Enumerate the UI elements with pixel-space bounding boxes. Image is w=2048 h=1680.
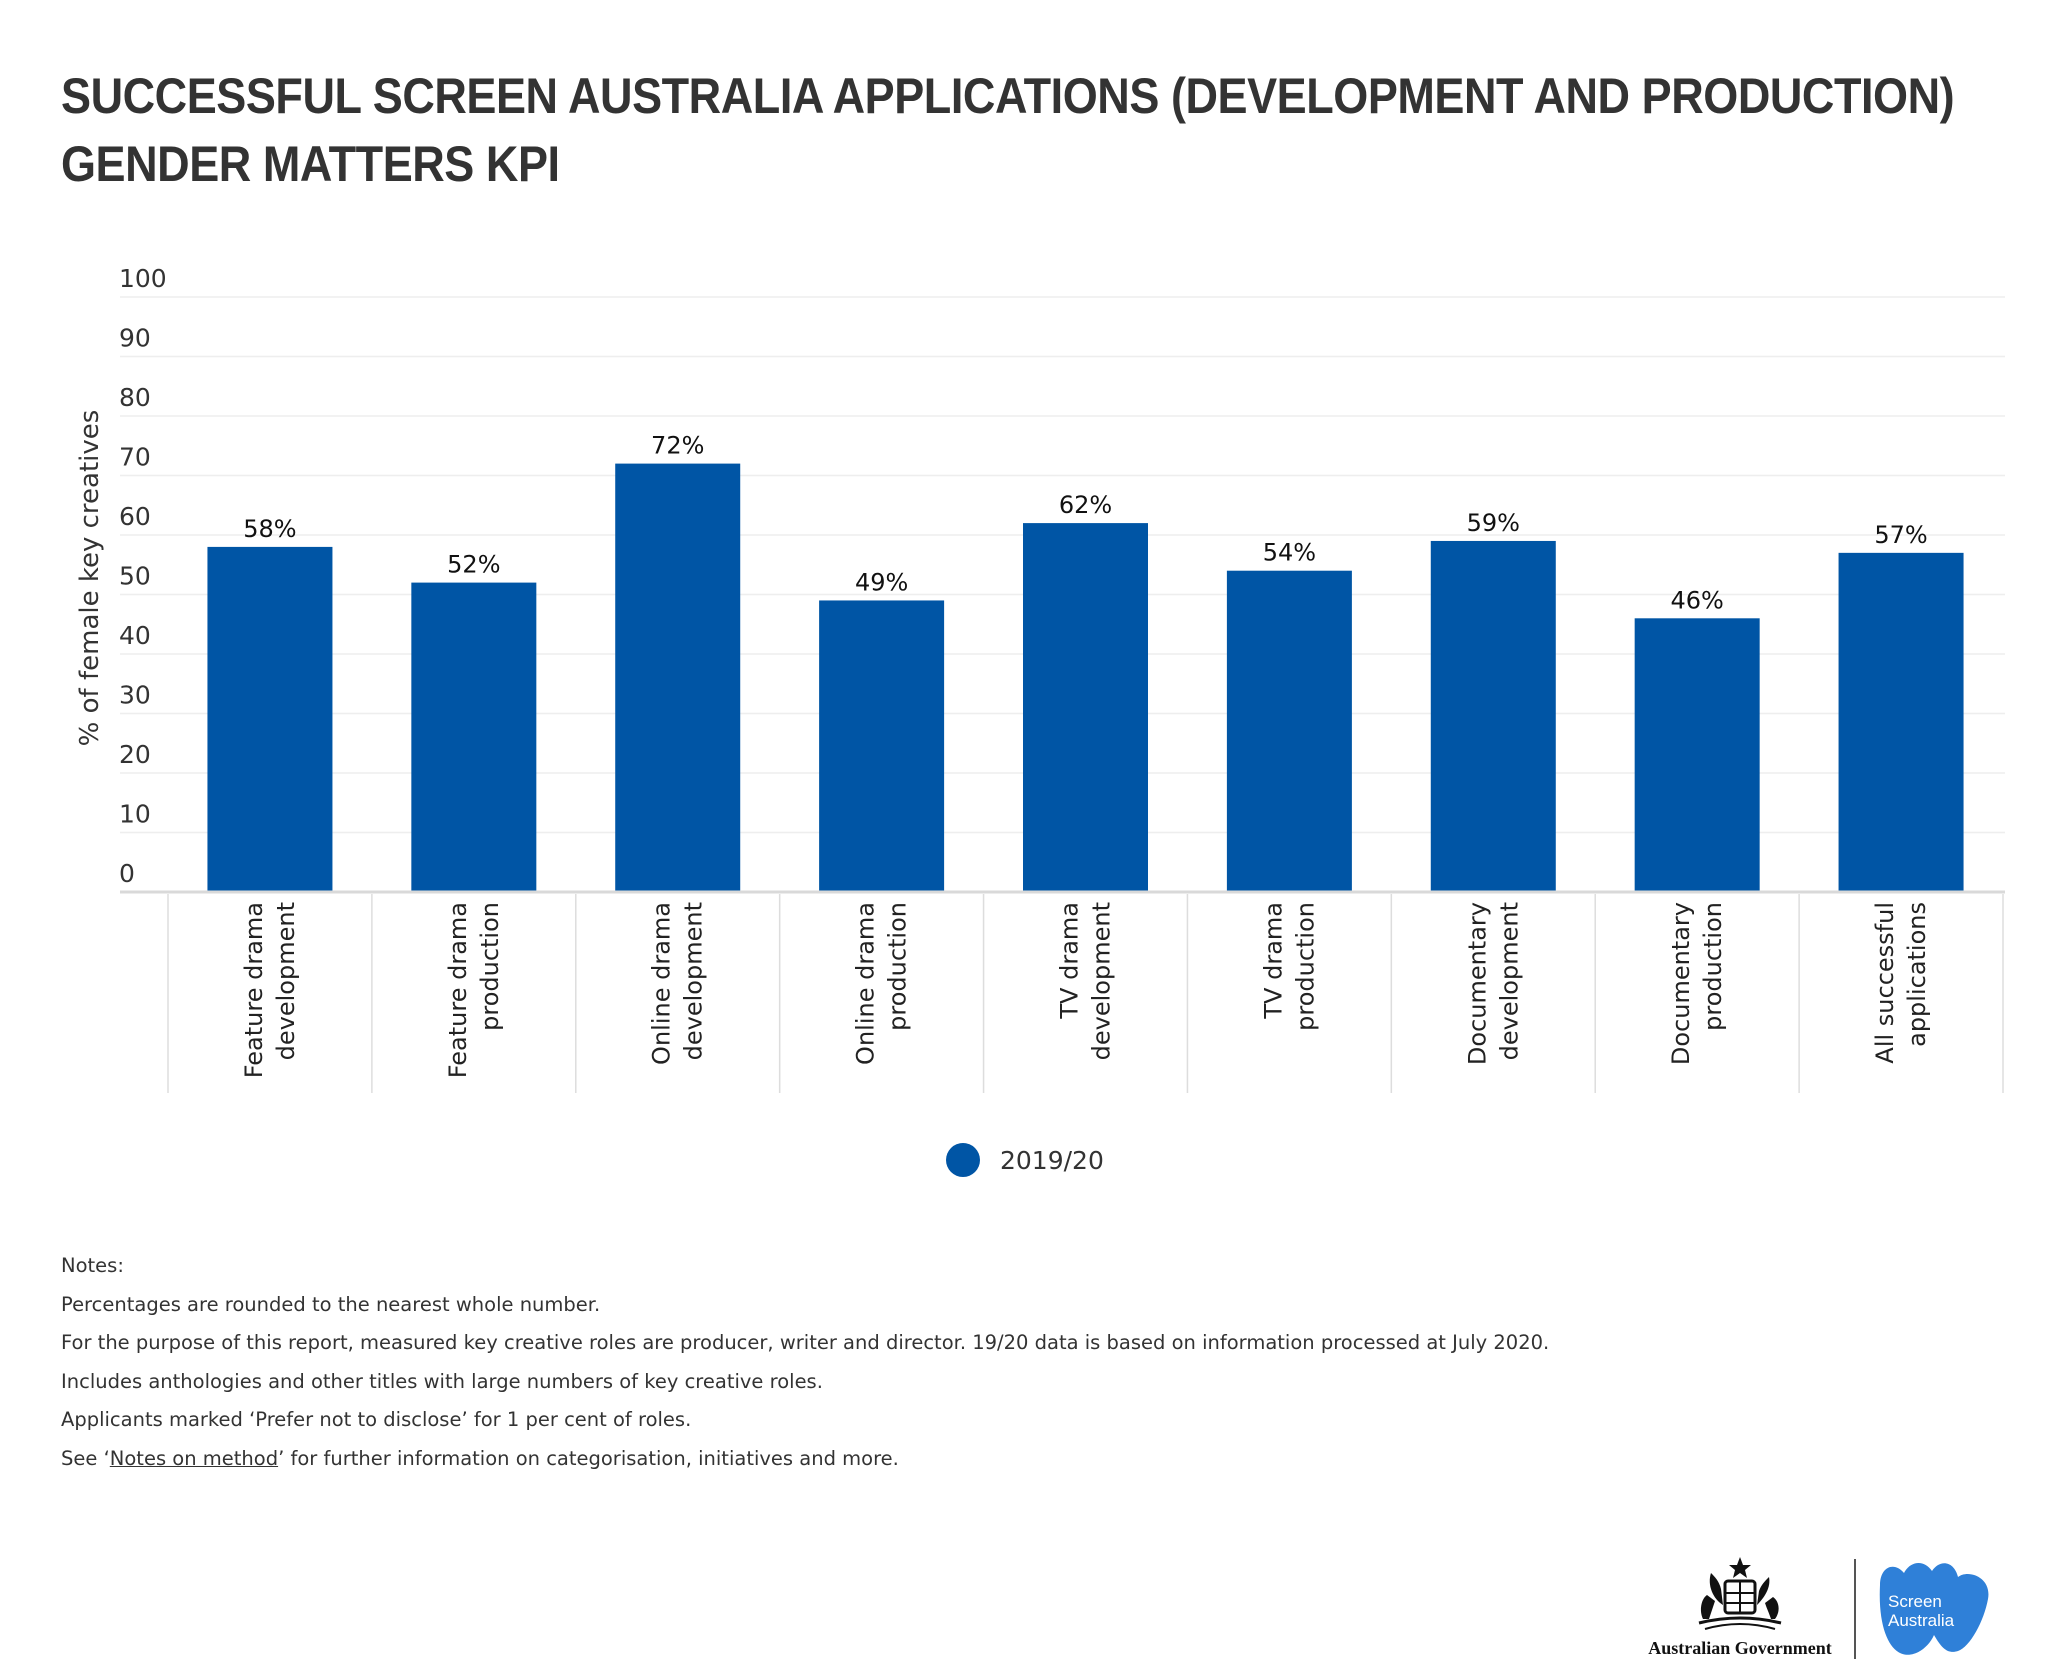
x-tick-label-line: TV drama	[1056, 902, 1084, 1020]
y-tick-label: 20	[119, 740, 151, 769]
screen-australia-text-line-1: Screen	[1888, 1592, 1942, 1611]
data-label: 54%	[1263, 539, 1316, 567]
x-tick-label-line: TV drama	[1259, 902, 1287, 1020]
x-tick-label-line: All successful	[1871, 902, 1899, 1064]
notes-on-method-link[interactable]: Notes on method	[109, 1446, 279, 1470]
chart-title: SUCCESSFUL SCREEN AUSTRALIA APPLICATIONS…	[61, 62, 1955, 198]
data-label: 62%	[1059, 491, 1112, 519]
x-tick-label-line: development	[1088, 902, 1116, 1060]
note-rounding: Percentages are rounded to the nearest w…	[61, 1292, 601, 1316]
legend-swatch	[946, 1143, 980, 1177]
x-tick-label: Online drama development	[648, 902, 708, 1065]
y-axis-label: % of female key creatives	[75, 410, 105, 747]
x-tick-label-line: applications	[1903, 902, 1931, 1047]
notes-heading: Notes:	[61, 1254, 124, 1277]
bar	[411, 582, 537, 892]
x-tick-label-line: development	[272, 902, 300, 1060]
y-tick-label: 90	[119, 324, 151, 353]
logo-divider	[1854, 1559, 1856, 1659]
y-tick-label: 0	[119, 859, 135, 888]
bar	[1430, 540, 1556, 892]
x-tick-label-line: production	[1291, 902, 1319, 1031]
note-disclosure: Applicants marked ‘Prefer not to disclos…	[61, 1408, 692, 1431]
bar	[207, 546, 333, 892]
data-label: 57%	[1874, 521, 1927, 549]
note-roles: For the purpose of this report, measured…	[61, 1331, 1550, 1354]
x-axis-ticks: Feature drama development Feature drama pro…	[240, 902, 1931, 1078]
footer-logos: Australian Government Screen Australia	[1640, 1555, 2020, 1665]
y-tick-label: 80	[119, 383, 151, 412]
screen-australia-wave-icon	[1879, 1562, 1989, 1655]
x-tick-label-line: production	[1699, 902, 1727, 1031]
data-label: 49%	[855, 568, 908, 596]
australian-government-logo: Australian Government	[1640, 1555, 1840, 1665]
x-tick-label-line: Feature drama	[444, 902, 472, 1078]
bar	[1226, 570, 1352, 892]
y-tick-label: 30	[119, 681, 151, 710]
data-label: 52%	[447, 551, 500, 579]
x-tick-label: Feature drama development	[240, 902, 300, 1078]
y-tick-label: 60	[119, 502, 151, 531]
y-axis-ticks: 0 10 20 30 40 50 60 70 80 90 100	[119, 264, 167, 888]
bar	[615, 463, 741, 892]
note-method-prefix: See ‘	[61, 1446, 110, 1470]
note-method: See ‘Notes on method’ for further inform…	[61, 1440, 1761, 1479]
x-tick-label-line: Online drama	[852, 902, 880, 1065]
screen-australia-text-line-2: Australia	[1888, 1611, 1955, 1630]
x-tick-label: All successful applications	[1871, 902, 1931, 1064]
x-tick-label: Documentary development	[1463, 902, 1523, 1065]
data-label: 72%	[651, 432, 704, 460]
title-line-2: GENDER MATTERS KPI	[61, 136, 560, 192]
title-line-1: SUCCESSFUL SCREEN AUSTRALIA APPLICATIONS…	[61, 68, 1955, 124]
y-tick-label: 50	[119, 562, 151, 591]
x-tick-label-line: Documentary	[1463, 902, 1491, 1065]
category-separators	[167, 894, 2004, 1093]
data-label: 46%	[1670, 586, 1723, 614]
data-labels: 58% 52% 72% 49% 62% 54% 59% 46% 57%	[243, 432, 1927, 615]
screen-australia-logo: Screen Australia	[1879, 1562, 1989, 1655]
data-label: 58%	[243, 515, 296, 543]
y-tick-label: 40	[119, 621, 151, 650]
x-tick-label-line: production	[884, 902, 912, 1031]
note-method-suffix: ’ for further information on categorisat…	[278, 1446, 899, 1470]
legend-label: 2019/20	[1000, 1145, 1104, 1175]
bar	[1838, 552, 1964, 892]
x-tick-label-line: Online drama	[648, 902, 676, 1065]
x-tick-label: Online drama production	[852, 902, 912, 1065]
x-tick-label: Documentary production	[1667, 902, 1727, 1065]
x-tick-label-line: development	[1495, 902, 1523, 1060]
x-tick-label: Feature drama production	[444, 902, 504, 1078]
x-tick-label-line: Feature drama	[240, 902, 268, 1078]
y-tick-label: 70	[119, 443, 151, 472]
legend: 2019/20	[946, 1142, 1104, 1178]
bar	[1634, 618, 1760, 892]
y-tick-label: 10	[119, 800, 151, 829]
x-tick-label-line: Documentary	[1667, 902, 1695, 1065]
bar	[819, 600, 945, 892]
y-tick-label: 100	[119, 264, 167, 293]
australian-government-text: Australian Government	[1648, 1638, 1832, 1658]
bar-chart: 0 10 20 30 40 50 60 70 80 90 100 % of female key c…	[75, 264, 2005, 1093]
x-tick-label: TV drama development	[1056, 902, 1116, 1060]
bars	[207, 463, 1964, 892]
x-tick-label-line: development	[680, 902, 708, 1060]
x-tick-label-line: production	[476, 902, 504, 1031]
note-anthologies: Includes anthologies and other titles wi…	[61, 1369, 823, 1393]
coat-of-arms-icon	[1698, 1557, 1782, 1630]
bar	[1023, 523, 1148, 892]
data-label: 59%	[1467, 509, 1520, 537]
x-tick-label: TV drama production	[1259, 902, 1319, 1031]
notes: Notes: Percentages are rounded to the ne…	[61, 1247, 1761, 1478]
